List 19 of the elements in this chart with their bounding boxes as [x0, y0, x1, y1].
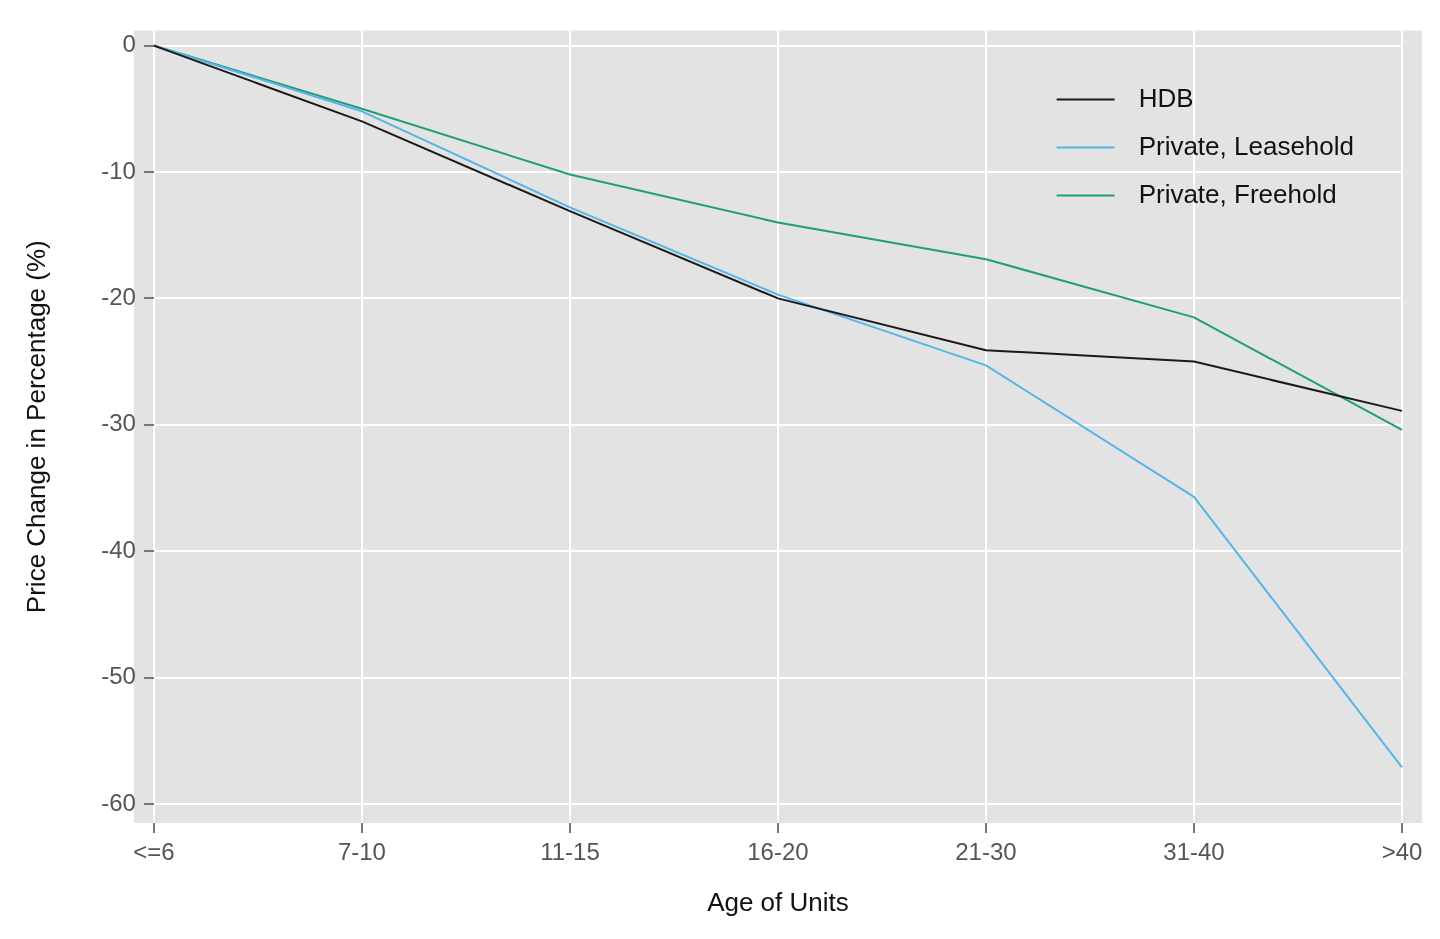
legend-label: Private, Freehold — [1138, 178, 1337, 209]
y-tick-label: 0 — [122, 30, 136, 58]
x-tick-label: <=6 — [133, 838, 175, 866]
y-tick-label: -30 — [101, 409, 136, 437]
x-tick-label: >40 — [1381, 838, 1423, 866]
y-tick-label: -40 — [101, 535, 136, 563]
x-tick-label: 21-30 — [955, 838, 1017, 866]
x-tick-label: 31-40 — [1163, 838, 1225, 866]
legend-label: Private, Leasehold — [1138, 130, 1355, 161]
y-tick-label: -10 — [101, 156, 136, 184]
y-tick-label: -50 — [101, 662, 136, 690]
legend-label: HDB — [1138, 82, 1194, 113]
x-tick-label: 16-20 — [747, 838, 809, 866]
x-tick-label: 7-10 — [337, 838, 386, 866]
y-axis-title: Price Change in Percentage (%) — [20, 240, 51, 614]
y-tick-label: -60 — [101, 788, 136, 816]
x-tick-label: 11-15 — [540, 838, 600, 866]
x-axis-title: Age of Units — [707, 886, 849, 917]
y-tick-label: -20 — [101, 283, 136, 311]
